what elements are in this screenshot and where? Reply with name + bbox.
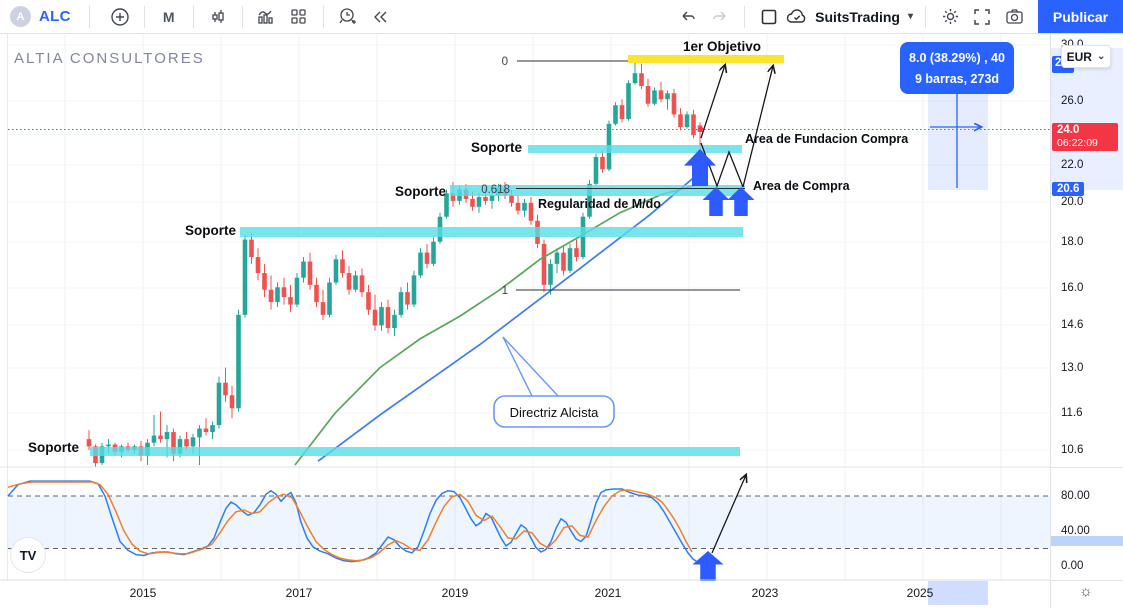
fib-618-label: 0.618: [481, 184, 510, 196]
indicator-label-40.00: 40.00: [1061, 525, 1090, 537]
price-label-13.0: 13.0: [1061, 362, 1084, 374]
bar-countdown: 06:22:09: [1057, 137, 1098, 149]
indicators-icon[interactable]: [251, 3, 283, 31]
price-label-11.6: 11.6: [1061, 407, 1083, 419]
objetivo-label: 1er Objetivo: [683, 39, 761, 54]
indicator-label-0.00: 0.00: [1061, 560, 1084, 572]
interval-button[interactable]: M: [162, 8, 175, 25]
stochastic-indicator: [7, 480, 698, 563]
support-zone-bar-1: [528, 145, 742, 153]
price-axis[interactable]: 30.026.022.020.018.016.014.613.011.610.6…: [1050, 33, 1123, 608]
target-zone[interactable]: [628, 55, 784, 63]
time-label-2023: 2023: [752, 586, 779, 600]
time-label-2017: 2017: [286, 586, 313, 600]
measure-line1: 8.0 (38.29%) , 40: [909, 51, 1005, 65]
soporte-label-1: Soporte: [471, 140, 522, 155]
fib-618-price-badge: 20.6: [1052, 182, 1085, 196]
chevron-down-icon: ▾: [907, 11, 913, 22]
settings-gear-icon[interactable]: [934, 3, 966, 31]
top-toolbar: A ALC M: [0, 0, 1123, 34]
buy-arrow-icon: [727, 187, 755, 216]
undo-icon[interactable]: [672, 3, 704, 31]
price-label-22.0: 22.0: [1061, 159, 1084, 171]
directriz-callout[interactable]: Directriz Alcista: [493, 336, 615, 428]
account-name: SuitsTrading: [815, 8, 900, 25]
tradingview-logo[interactable]: TV: [10, 537, 46, 573]
fundacion-label: Area de Fundacion Compra: [745, 132, 909, 146]
currency-selector[interactable]: EUR ⌄: [1061, 45, 1111, 68]
redo-icon[interactable]: [704, 3, 736, 31]
current-price-badge: 24.0 06:22:09: [1052, 123, 1118, 151]
regularidad-label: Regularidad de M/do: [538, 197, 661, 211]
support-zones[interactable]: [90, 145, 745, 456]
time-axis[interactable]: 2015 2017 2019 2021 2023 2025: [130, 586, 934, 600]
price-label-20.0: 20.0: [1061, 196, 1084, 208]
compra-label: Area de Compra: [753, 179, 851, 193]
axis-pane-divider: [1051, 467, 1123, 468]
time-label-2021: 2021: [595, 586, 622, 600]
alert-add-icon[interactable]: [332, 3, 364, 31]
fib-0-label: 0: [502, 56, 508, 68]
measure-tooltip: [900, 42, 1014, 94]
axis-settings-icon[interactable]: ☼: [1079, 583, 1093, 600]
buy-arrow-icon: [684, 149, 716, 186]
layout-templates-icon[interactable]: [283, 3, 315, 31]
time-label-2015: 2015: [130, 586, 157, 600]
soporte-label-4: Soporte: [28, 440, 79, 455]
trendline-directriz: [317, 161, 713, 462]
price-label-14.6: 14.6: [1061, 319, 1084, 331]
time-label-2025: 2025: [907, 586, 934, 600]
measure-tool[interactable]: 8.0 (38.29%) , 40 9 barras, 273d: [900, 42, 1014, 190]
support-zone-bar-2: [450, 185, 745, 196]
axis-time-divider: [1051, 580, 1123, 581]
support-zone-bar-4: [90, 447, 740, 456]
candlestick-series: [86, 59, 703, 467]
fib-1-label: 1: [502, 285, 508, 297]
buy-arrow-icon: [702, 187, 730, 216]
symbol-name[interactable]: ALC: [39, 8, 71, 25]
price-label-10.6: 10.6: [1061, 444, 1084, 456]
indicator-label-80.00: 80.00: [1061, 490, 1090, 502]
stoch-d-line: [7, 481, 693, 562]
fullscreen-icon[interactable]: [966, 3, 998, 31]
svg-text:TV: TV: [20, 548, 37, 563]
symbol-avatar[interactable]: A: [10, 6, 31, 27]
chart-canvas[interactable]: ALTIA CONSULTORES 0 0.618 1: [0, 33, 1050, 608]
indicator-value-highlight: [1051, 536, 1123, 546]
price-label-18.0: 18.0: [1061, 236, 1084, 248]
compare-add-icon[interactable]: [104, 3, 136, 31]
gridlines: [8, 33, 1050, 580]
symbol-watermark: ALTIA CONSULTORES: [14, 50, 205, 67]
directriz-label: Directriz Alcista: [510, 405, 600, 420]
layout-select-icon[interactable]: [753, 3, 785, 31]
replay-icon[interactable]: [364, 3, 396, 31]
chevron-down-icon: ⌄: [1096, 51, 1106, 62]
overlay-lines: [294, 161, 713, 466]
buy-arrows[interactable]: [684, 149, 755, 581]
fib-retracement[interactable]: 0 0.618 1: [481, 56, 748, 297]
time-label-2019: 2019: [442, 586, 469, 600]
publish-button[interactable]: Publicar: [1038, 0, 1123, 33]
measure-line2: 9 barras, 273d: [915, 72, 999, 86]
stoch-band: [8, 496, 1050, 549]
soporte-label-3: Soporte: [185, 223, 236, 238]
price-label-16.0: 16.0: [1061, 282, 1084, 294]
chart-style-icon[interactable]: [202, 3, 234, 31]
soporte-label-2: Soporte: [395, 184, 446, 199]
price-label-26.0: 26.0: [1061, 95, 1084, 107]
cloud-account-menu[interactable]: SuitsTrading ▾: [785, 7, 913, 27]
last-price-marker: [698, 126, 704, 133]
green-ma-line: [294, 182, 701, 466]
buy-arrow-icon: [692, 551, 724, 581]
snapshot-camera-icon[interactable]: [998, 3, 1030, 31]
time-axis-highlight: [928, 581, 988, 605]
support-zone-bar-3: [240, 227, 743, 237]
